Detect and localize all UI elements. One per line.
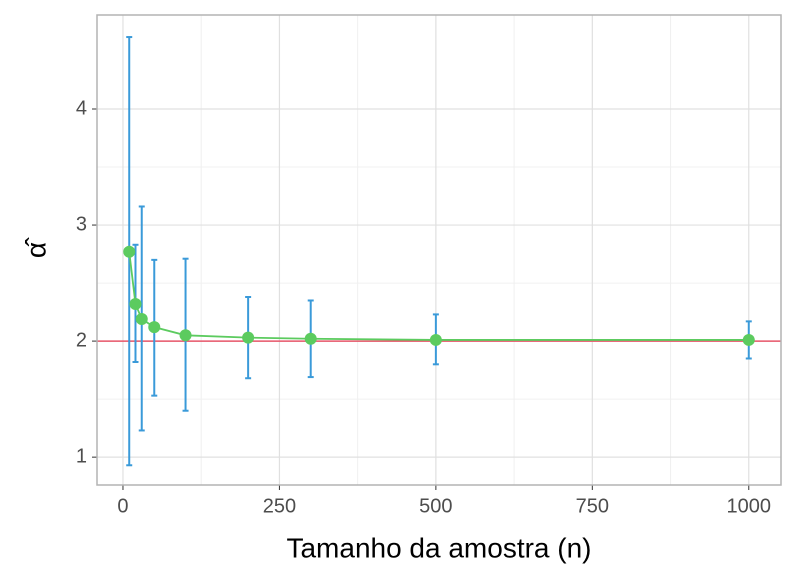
panel-border — [96, 14, 782, 486]
point — [179, 329, 192, 342]
point — [742, 333, 755, 346]
y-axis-title: α̂ — [20, 237, 51, 258]
y-tick-label: 2 — [76, 329, 87, 351]
point — [429, 333, 442, 346]
point — [304, 332, 317, 345]
y-tick-label: 1 — [76, 445, 87, 467]
point — [135, 313, 148, 326]
x-tick-label: 0 — [117, 495, 128, 517]
x-axis-title: Tamanho da amostra (n) — [286, 532, 591, 563]
y-tick-label: 3 — [76, 213, 87, 235]
point — [148, 321, 161, 334]
y-tick-label: 4 — [76, 97, 87, 119]
point — [242, 331, 255, 344]
line — [128, 251, 749, 341]
x-tick-label: 750 — [576, 495, 609, 517]
x-tick-label: 500 — [419, 495, 452, 517]
point — [123, 245, 136, 258]
point — [129, 297, 142, 310]
x-tick-label: 250 — [263, 495, 296, 517]
x-tick-label: 1000 — [727, 495, 772, 517]
